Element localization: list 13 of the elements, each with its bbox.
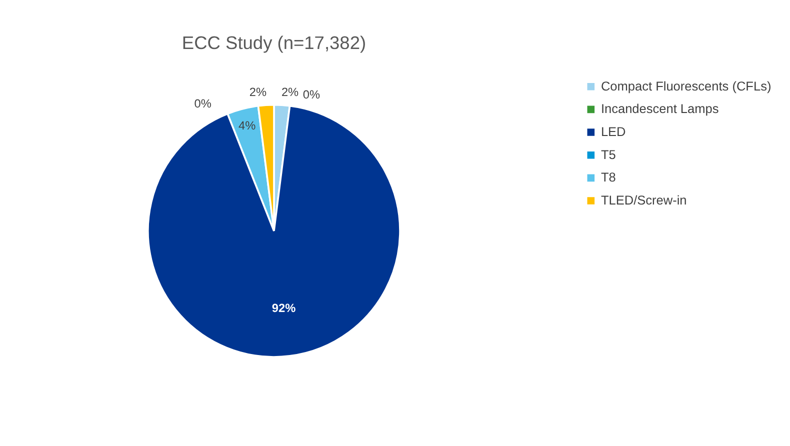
legend-label: Incandescent Lamps xyxy=(600,101,719,116)
text: 0% xyxy=(302,88,320,102)
chart-title: ECC Study (n=17,382) xyxy=(182,32,366,54)
legend-label: Compact Fluorescents (CFLs) xyxy=(600,78,772,94)
legend-label: TLED/Screw-in xyxy=(600,192,687,208)
data-label: 92% xyxy=(272,301,296,316)
legend-label: LED xyxy=(600,124,626,139)
data-label: 2% xyxy=(249,85,267,100)
data-label: 4% xyxy=(238,118,256,133)
text: 0% xyxy=(194,96,212,110)
legend-label: T5 xyxy=(600,146,616,162)
data-label: 2% xyxy=(281,85,300,100)
legend-label: T8 xyxy=(600,170,616,185)
